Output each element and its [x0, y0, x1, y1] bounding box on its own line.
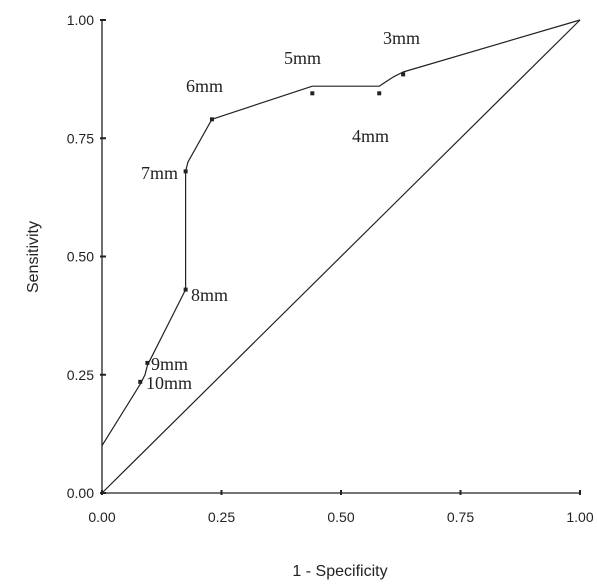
x-tick-label: 1.00	[566, 509, 593, 525]
series-layer	[101, 19, 581, 494]
x-axis-title: 1 - Specificity	[292, 563, 387, 580]
point-label-8mm: 8mm	[191, 285, 228, 305]
point-label-3mm: 3mm	[383, 28, 420, 48]
roc-curve	[101, 19, 581, 447]
y-tick-label: 1.00	[67, 12, 94, 28]
y-tick-label: 0.50	[67, 249, 94, 265]
point-marker-4mm	[377, 91, 382, 96]
point-label-7mm: 7mm	[141, 163, 178, 183]
x-tick-label: 0.75	[447, 509, 474, 525]
y-tick-label: 0.75	[67, 130, 94, 146]
reference-diagonal	[101, 19, 581, 494]
point-marker-8mm	[183, 287, 188, 292]
y-axis-ticks: 0.00 0.25 0.50 0.75 1.00	[67, 12, 106, 501]
y-tick-label: 0.00	[67, 485, 94, 501]
point-label-6mm: 6mm	[186, 76, 223, 96]
point-label-10mm: 10mm	[146, 373, 192, 393]
point-marker-9mm	[145, 360, 150, 365]
x-axis-ticks: 0.00 0.25 0.50 0.75 1.00	[88, 490, 594, 525]
point-marker-10mm	[138, 379, 143, 384]
point-label-4mm: 4mm	[352, 126, 389, 146]
x-tick-label: 0.50	[327, 509, 354, 525]
point-marker-5mm	[310, 91, 315, 96]
y-axis-title: Sensitivity	[25, 221, 42, 293]
point-markers	[138, 72, 406, 384]
point-marker-6mm	[209, 117, 214, 122]
y-tick-label: 0.25	[67, 367, 94, 383]
point-marker-7mm	[183, 169, 188, 174]
x-tick-label: 0.25	[208, 509, 235, 525]
point-label-5mm: 5mm	[284, 48, 321, 68]
x-tick-label: 0.00	[88, 509, 115, 525]
point-marker-3mm	[401, 72, 406, 77]
point-label-9mm: 9mm	[151, 354, 188, 374]
